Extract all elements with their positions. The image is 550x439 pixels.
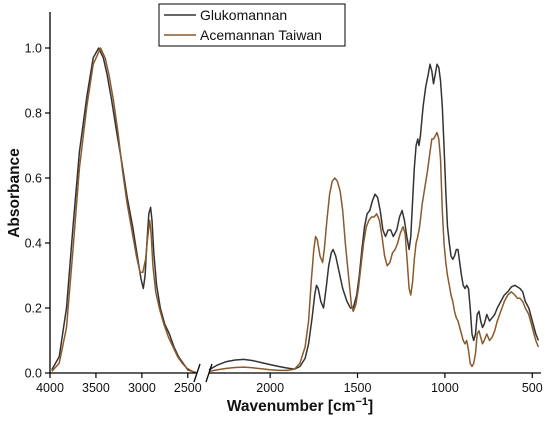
series-line-glukomannan-segment-2 (208, 63, 540, 371)
series-line-acemannan-taiwan-segment-2 (208, 131, 540, 373)
y-tick-label-0.2: 0.2 (25, 302, 42, 316)
plot-area: 4000 3500 3000 2500 2000 1500 1000 500 0.00.20.… (25, 12, 543, 395)
y-tick-label-0.4: 0.4 (25, 237, 42, 251)
x-axis-title: Wavenumber [cm−1] (227, 396, 373, 415)
y-tick-label-0.0: 0.0 (25, 367, 42, 381)
x-tick-label-3500: 3500 (82, 381, 110, 395)
series-layer (51, 47, 540, 374)
x-tick-label-2000: 2000 (256, 381, 284, 395)
y-tick-label-0.6: 0.6 (25, 172, 42, 186)
series-line-acemannan-taiwan-segment-1 (51, 47, 198, 374)
y-axis-title: Absorbance (6, 148, 23, 238)
x-ticks: 4000 3500 3000 2500 2000 1500 1000 500 (36, 373, 543, 395)
legend-box (158, 3, 346, 47)
legend-label-glukomannan: Glukomannan (200, 7, 287, 23)
x-tick-label-1000: 1000 (431, 381, 459, 395)
x-tick-label-500: 500 (522, 381, 543, 395)
legend-label-acemannan-taiwan: Acemannan Taiwan (200, 27, 322, 43)
y-tick-label-1.0: 1.0 (25, 42, 42, 56)
series-line-glukomannan-segment-1 (51, 47, 198, 374)
legend: Glukomannan Acemannan Taiwan (158, 3, 346, 47)
x-tick-label-1500: 1500 (344, 381, 372, 395)
x-tick-label-2500: 2500 (174, 381, 202, 395)
axis-break-mark (193, 363, 213, 383)
y-tick-label-0.8: 0.8 (25, 107, 42, 121)
x-tick-label-3000: 3000 (128, 381, 156, 395)
x-tick-label-4000: 4000 (36, 381, 64, 395)
y-ticks: 0.0 0.2 0.4 0.6 0.8 1.0 (25, 42, 50, 381)
